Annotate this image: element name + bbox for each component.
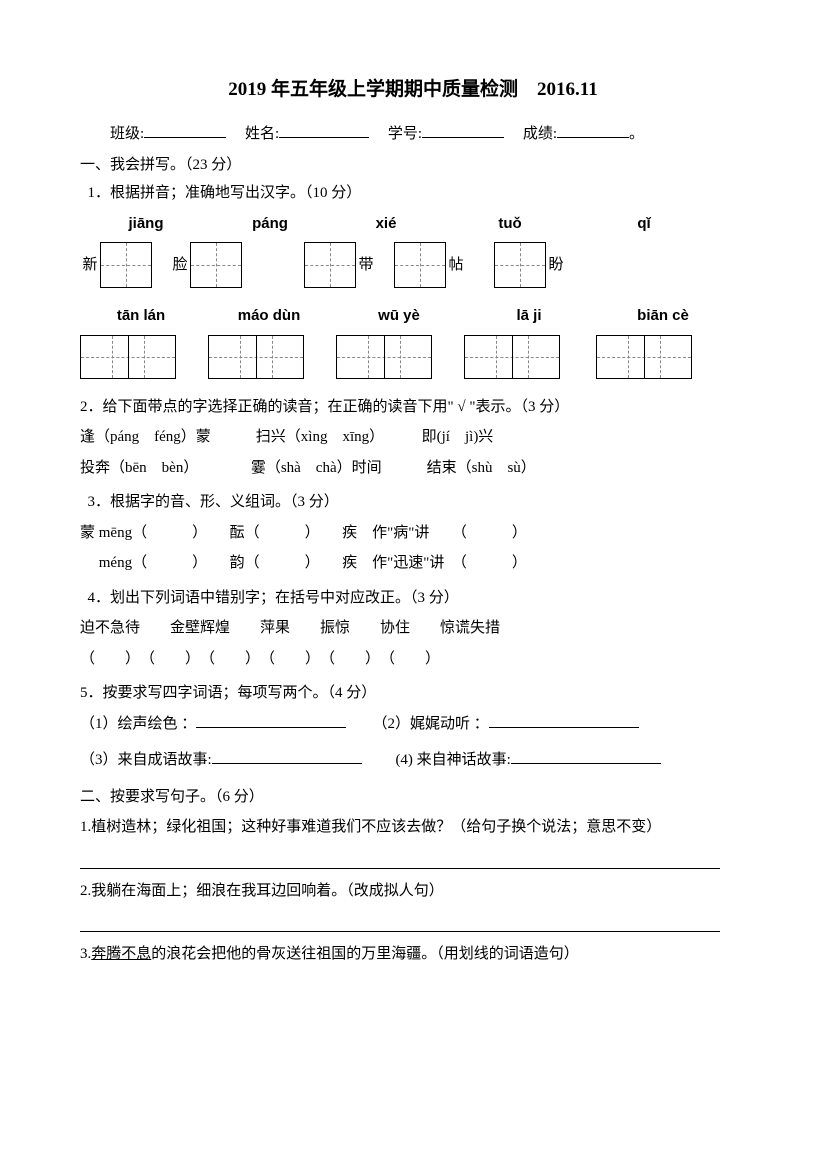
info-row: 班级: 姓名: 学号: 成绩:。 — [80, 120, 746, 149]
q5-row2: （3）来自成语故事: (4) 来自神话故事: — [80, 746, 746, 775]
q4-line1: 迫不急待 金壁辉煌 萍果 振惊 协住 惊谎失措 — [80, 614, 746, 643]
char-box[interactable] — [304, 242, 356, 288]
word-box[interactable] — [596, 335, 692, 379]
q5-heading: 5．按要求写四字词语；每项写两个。（4 分） — [80, 679, 746, 708]
pinyin: qǐ — [606, 210, 682, 239]
char-left: 脸 — [170, 251, 190, 280]
q4-line2: （ ） （ ） （ ） （ ） （ ） （ ） — [80, 645, 746, 674]
pinyin: jiāng — [108, 210, 184, 239]
blank[interactable] — [196, 712, 346, 728]
q3-heading: 3．根据字的音、形、义组词。（3 分） — [80, 488, 746, 517]
box-row-2 — [80, 335, 746, 379]
blank[interactable] — [489, 712, 639, 728]
name-label: 姓名: — [245, 126, 279, 142]
q3-prefix: 3. — [80, 946, 91, 962]
underlined-word: 奔腾不息 — [91, 946, 151, 962]
blank[interactable] — [511, 748, 661, 764]
q3-rest: 的浪花会把他的骨灰送往祖国的万里海疆。（用划线的词语造句） — [151, 946, 579, 962]
pinyin: páng — [232, 210, 308, 239]
q2-line1: 逢（páng féng）蒙 扫兴（xìng xīng） 即(jí jì)兴 — [80, 423, 746, 452]
char-right: 盼 — [546, 251, 566, 280]
char-box[interactable] — [100, 242, 152, 288]
q4-heading: 4．划出下列词语中错别字；在括号中对应改正。（3 分） — [80, 584, 746, 613]
pinyin-row-2: tān lán máo dùn wū yè lā ji biān cè — [80, 302, 746, 331]
s2-q2: 2.我躺在海面上；细浪在我耳边回响着。（改成拟人句） — [80, 877, 746, 906]
pinyin-row-1: jiāng páng xié tuǒ qǐ — [80, 210, 746, 239]
q2-heading: 2．给下面带点的字选择正确的读音；在正确的读音下用" √ "表示。（3 分） — [80, 393, 746, 422]
word-box[interactable] — [80, 335, 176, 379]
q1-heading: 1．根据拼音；准确地写出汉字。（10 分） — [80, 179, 746, 208]
answer-line[interactable] — [80, 931, 720, 932]
char-right: 带 — [356, 251, 376, 280]
q5-i2: （2）娓娓动听 ： — [380, 716, 489, 732]
s1-heading: 一、我会拼写。（23 分） — [80, 151, 746, 180]
pinyin: máo dùn — [214, 302, 324, 331]
char-right: 帖 — [446, 251, 466, 280]
word-box[interactable] — [336, 335, 432, 379]
blank[interactable] — [212, 748, 362, 764]
q3: 3．根据字的音、形、义组词。（3 分） 蒙 mēng（ ） 酝（ ） 疾 作"病… — [80, 488, 746, 578]
q5-i3: （3）来自成语故事: — [80, 752, 212, 768]
word-box[interactable] — [208, 335, 304, 379]
id-blank[interactable] — [422, 122, 504, 138]
id-label: 学号: — [388, 126, 422, 142]
pinyin: tuǒ — [472, 210, 548, 239]
q2: 2．给下面带点的字选择正确的读音；在正确的读音下用" √ "表示。（3 分） 逢… — [80, 393, 746, 483]
box-row-1: 新 脸 带 帖 盼 — [80, 242, 746, 288]
q5-i1: （1）绘声绘色 ： — [80, 716, 196, 732]
q3-line2: méng（ ） 韵（ ） 疾 作"迅速"讲 （ ） — [80, 549, 746, 578]
q3-line1: 蒙 mēng（ ） 酝（ ） 疾 作"病"讲 （ ） — [80, 519, 746, 548]
pinyin: tān lán — [86, 302, 196, 331]
score-blank[interactable] — [557, 122, 629, 138]
page-title: 2019 年五年级上学期期中质量检测 2016.11 — [80, 72, 746, 108]
pinyin: xié — [348, 210, 424, 239]
class-label: 班级: — [110, 126, 144, 142]
q2-line2: 投奔（bēn bèn） 霎（shà chà）时间 结束（shù sù） — [80, 454, 746, 483]
q5-i4: (4) 来自神话故事: — [395, 752, 510, 768]
pinyin: biān cè — [608, 302, 718, 331]
class-blank[interactable] — [144, 122, 226, 138]
name-blank[interactable] — [279, 122, 369, 138]
score-label: 成绩: — [523, 126, 557, 142]
char-left: 新 — [80, 251, 100, 280]
word-box[interactable] — [464, 335, 560, 379]
pinyin: wū yè — [344, 302, 454, 331]
char-box[interactable] — [494, 242, 546, 288]
q5-row1: （1）绘声绘色 ： （2）娓娓动听 ： — [80, 710, 746, 739]
answer-line[interactable] — [80, 868, 720, 869]
s2-q1: 1.植树造林；绿化祖国；这种好事难道我们不应该去做？（给句子换个说法；意思不变） — [80, 813, 746, 842]
char-box[interactable] — [394, 242, 446, 288]
section-2: 二、按要求写句子。（6 分） 1.植树造林；绿化祖国；这种好事难道我们不应该去做… — [80, 783, 746, 969]
s2-q3: 3.奔腾不息的浪花会把他的骨灰送往祖国的万里海疆。（用划线的词语造句） — [80, 940, 746, 969]
q5: 5．按要求写四字词语；每项写两个。（4 分） （1）绘声绘色 ： （2）娓娓动听… — [80, 679, 746, 775]
char-box[interactable] — [190, 242, 242, 288]
q4: 4．划出下列词语中错别字；在括号中对应改正。（3 分） 迫不急待 金壁辉煌 萍果… — [80, 584, 746, 674]
s2-heading: 二、按要求写句子。（6 分） — [80, 783, 746, 812]
pinyin: lā ji — [474, 302, 584, 331]
section-1: 一、我会拼写。（23 分） 1．根据拼音；准确地写出汉字。（10 分） jiān… — [80, 151, 746, 775]
